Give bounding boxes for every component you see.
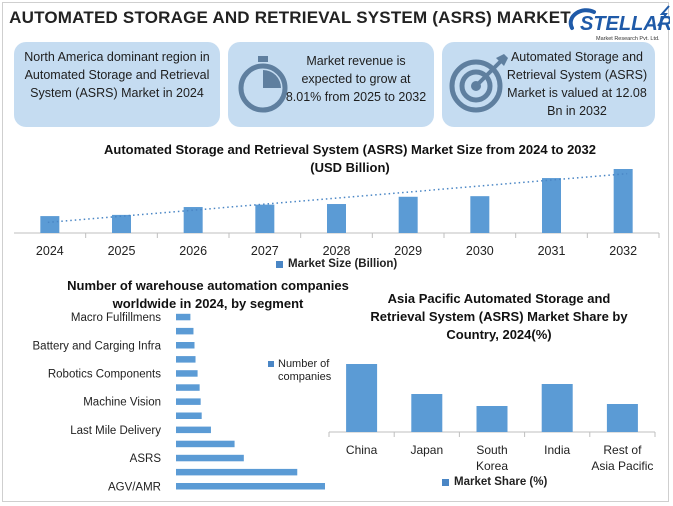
- chart1-tick-label: 2024: [36, 244, 64, 258]
- chart1-bar: [40, 216, 60, 233]
- chart1-bar: [327, 204, 346, 233]
- chart2-bar: [176, 454, 244, 462]
- chart1-bar: [255, 204, 275, 233]
- chart1-bar: [112, 214, 131, 233]
- card-growth-text: Market revenue is expected to grow at 8.…: [285, 54, 427, 104]
- chart2-bar: [176, 483, 325, 490]
- chart1-tick-label: 2031: [538, 244, 566, 258]
- chart3-bar: [476, 406, 508, 432]
- card-value-text: Automated Storage and Retrieval System (…: [506, 50, 648, 118]
- chart3-legend-swatch: [442, 478, 449, 486]
- chart1-legend-label: Market Size (Billion): [288, 258, 398, 270]
- chart1-tick-label: 2025: [108, 244, 136, 258]
- chart1-title: Automated Storage and Retrieval System (…: [104, 142, 596, 175]
- chart1-bar: [470, 196, 490, 233]
- chart3-bar: [411, 394, 443, 432]
- chart2-category-label: Machine Vision: [83, 397, 161, 409]
- chart2-category-label: Last Mile Delivery: [70, 425, 161, 437]
- chart3-bar: [541, 384, 573, 432]
- chart2-bar: [176, 440, 235, 448]
- chart2-bar: [176, 384, 200, 391]
- chart2-legend-swatch: [268, 361, 274, 367]
- chart2-bar: [176, 327, 194, 335]
- target-icon: [449, 54, 508, 113]
- chart2-category-label: AGV/AMR: [108, 481, 161, 493]
- chart2-legend: Number of companies: [268, 358, 338, 384]
- info-card-region: North America dominant region in Automat…: [14, 42, 220, 127]
- logo-tagline: Market Research Pvt. Ltd.: [596, 36, 660, 42]
- card-region-text: North America dominant region in Automat…: [24, 50, 210, 100]
- chart3-bar: [346, 364, 378, 432]
- chart1-legend-swatch: [276, 260, 283, 268]
- chart3-tick-label: China: [346, 443, 378, 457]
- chart1-tick-label: 2028: [323, 244, 351, 258]
- chart3-tick-label: India: [544, 443, 570, 457]
- info-card-value: Automated Storage and Retrieval System (…: [442, 42, 655, 127]
- chart2-bar: [176, 342, 195, 349]
- chart3-title: Asia Pacific Automated Storage and Retri…: [370, 291, 628, 342]
- chart3-legend-label: Market Share (%): [454, 476, 548, 488]
- chart2-bar: [176, 426, 211, 434]
- info-card-growth: Market revenue is expected to grow at 8.…: [228, 42, 434, 127]
- chart3-tick-label: Japan: [410, 443, 443, 457]
- chart3-bar: [606, 404, 638, 432]
- chart1-tick-label: 2027: [251, 244, 279, 258]
- chart2-category-label: Robotics Components: [48, 368, 161, 380]
- chart2-title: Number of warehouse automation companies…: [67, 278, 349, 311]
- chart1-bar: [398, 196, 418, 233]
- chart3-tick-label: Rest of Asia Pacific: [591, 443, 653, 473]
- page-frame: [2, 2, 669, 502]
- chart1-tick-label: 2026: [179, 244, 207, 258]
- logo-brand-text: STELLAR: [580, 13, 670, 35]
- chart2-bar: [176, 398, 201, 405]
- brand-logo: STELLAR Market Research Pvt. Ltd.: [566, 4, 673, 44]
- chart1-bar: [183, 207, 203, 233]
- chart2-bar: [176, 468, 298, 476]
- chart3-tick-label: South Korea: [476, 443, 508, 473]
- chart2-bar: [176, 313, 191, 321]
- chart2-category-label: Battery and Carging Infra: [33, 340, 162, 352]
- chart1-bar: [542, 178, 561, 233]
- chart2-bar: [176, 370, 198, 377]
- chart1-tick-label: 2030: [466, 244, 494, 258]
- chart2-category-label: Macro Fulfillmens: [71, 312, 161, 324]
- chart2-category-label: ASRS: [130, 453, 162, 465]
- page-title: AUTOMATED STORAGE AND RETRIEVAL SYSTEM (…: [9, 8, 571, 27]
- chart1-bar: [613, 169, 633, 233]
- stopwatch-icon: [238, 56, 288, 113]
- chart2-legend-label: Number of companies: [278, 358, 332, 383]
- chart3-legend: Market Share (%): [442, 476, 547, 488]
- chart1-tick-label: 2029: [394, 244, 422, 258]
- chart1-tick-label: 2032: [609, 244, 637, 258]
- chart2-bar: [176, 412, 202, 419]
- chart2-bar: [176, 356, 196, 363]
- chart1-legend: Market Size (Billion): [276, 258, 397, 270]
